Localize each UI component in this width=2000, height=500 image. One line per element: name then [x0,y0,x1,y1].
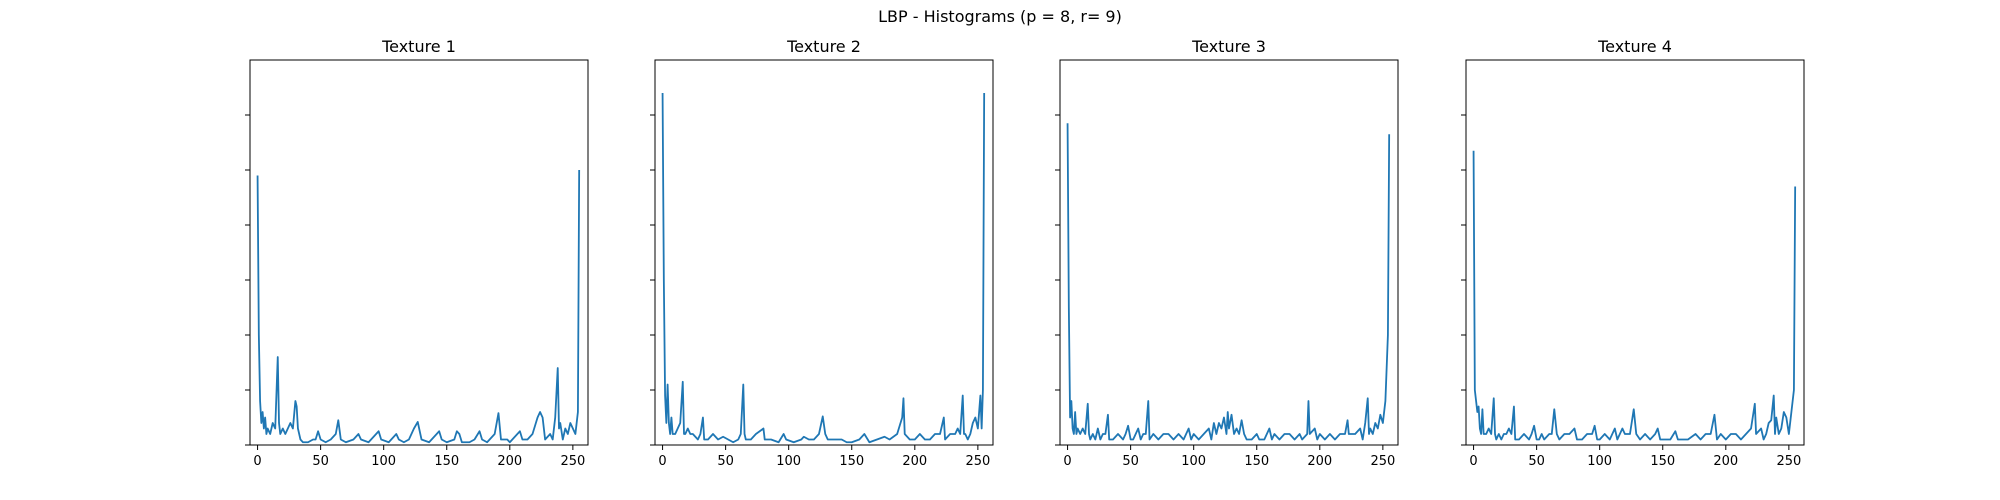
subplot-title: Texture 2 [786,37,861,56]
subplot-4: Texture 4 0 50 100 150 200 250 [1461,37,1805,469]
subplot-title: Texture 3 [1191,37,1266,56]
x-tick-label: 0 [1063,454,1071,469]
x-tick-label: 100 [776,454,801,469]
subplots: Texture 1 0 50 100 150 200 250 Texture 2 0 50 100 1… [245,37,1805,469]
x-tick-label: 150 [839,454,864,469]
x-tick-label: 50 [717,454,734,469]
subplot-title: Texture 1 [381,37,456,56]
subplot-1: Texture 1 0 50 100 150 200 250 [245,37,589,469]
x-tick-label: 200 [497,454,522,469]
histogram-series-line [1066,123,1391,441]
x-tick-label: 0 [658,454,666,469]
x-tick-label: 150 [1650,454,1675,469]
x-tick-label: 250 [560,454,585,469]
x-tick-label: 250 [965,454,990,469]
subplot-2: Texture 2 0 50 100 150 200 250 [650,37,994,469]
x-tick-label: 0 [253,454,261,469]
x-tick-label: 200 [1713,454,1738,469]
x-tick-label: 100 [1181,454,1206,469]
x-tick-label: 0 [1469,454,1477,469]
histogram-series-line [1472,150,1797,441]
x-tick-label: 250 [1370,454,1395,469]
x-tick-label: 200 [902,454,927,469]
x-tick-label: 150 [1244,454,1269,469]
axes-frame [1465,59,1805,446]
subplot-title: Texture 4 [1597,37,1672,56]
histogram-series-line [661,92,986,444]
x-tick-label: 50 [312,454,329,469]
x-tick-label: 250 [1776,454,1801,469]
x-tick-label: 100 [1587,454,1612,469]
x-tick-label: 50 [1122,454,1139,469]
x-tick-label: 100 [371,454,396,469]
figure-suptitle: LBP - Histograms (p = 8, r= 9) [878,7,1122,26]
histogram-series-line [256,169,581,444]
x-tick-label: 200 [1307,454,1332,469]
axes-frame [654,59,994,446]
axes-frame [1059,59,1399,446]
x-tick-label: 150 [434,454,459,469]
x-tick-label: 50 [1528,454,1545,469]
axes-frame [249,59,589,446]
subplot-3: Texture 3 0 50 100 150 200 250 [1055,37,1399,469]
